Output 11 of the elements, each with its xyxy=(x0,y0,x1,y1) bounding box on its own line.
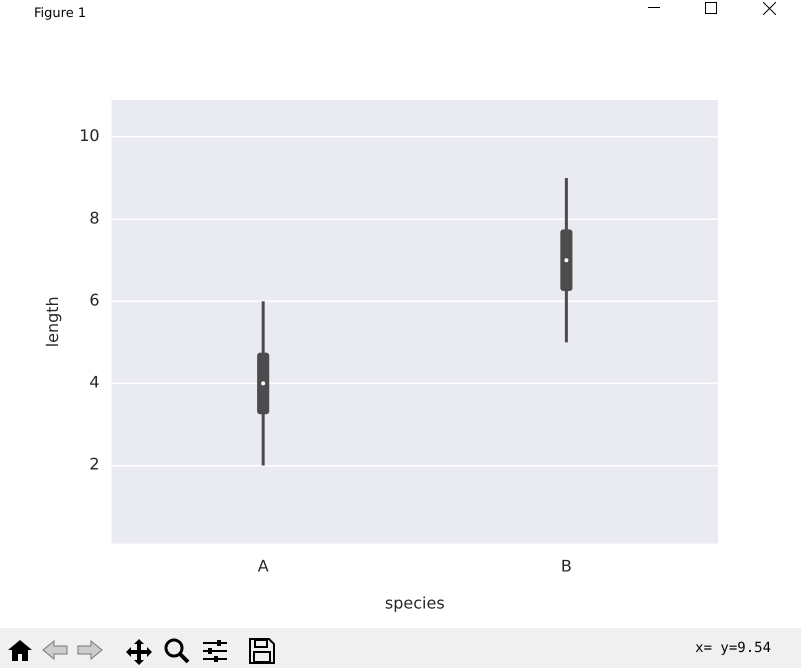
caption: Figure 1 xyxy=(34,6,86,21)
y-tick-label: 4 xyxy=(89,372,100,392)
y-tick-label: 2 xyxy=(89,454,100,474)
x-axis-title: species xyxy=(384,594,445,613)
y-tick-label: 8 xyxy=(89,208,100,228)
y-tick-label: 10 xyxy=(79,126,100,146)
text: x= y=9.54 xyxy=(695,640,771,656)
x-tick-label: A xyxy=(258,556,269,576)
y-axis-title: length xyxy=(42,296,62,348)
y-tick-label: 6 xyxy=(89,290,100,310)
x-tick-label: B xyxy=(560,556,572,576)
